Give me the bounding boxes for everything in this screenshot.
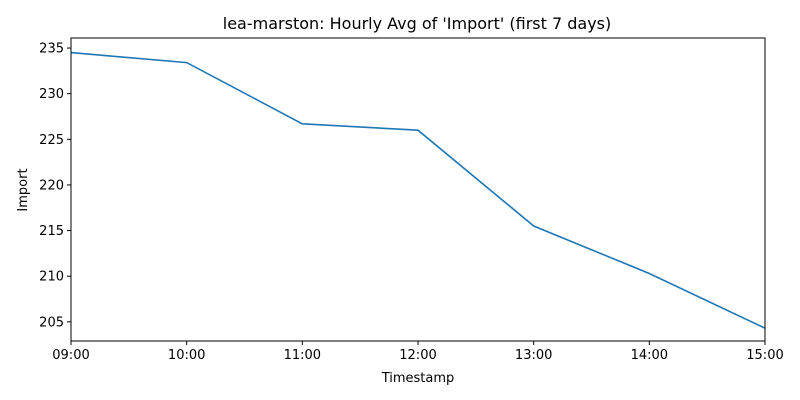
y-tick-label: 215 bbox=[39, 224, 64, 239]
x-tick-label: 12:00 bbox=[399, 348, 436, 363]
chart-title: lea-marston: Hourly Avg of 'Import' (fir… bbox=[223, 14, 611, 33]
y-tick-label: 220 bbox=[39, 178, 64, 193]
y-tick-label: 235 bbox=[39, 42, 64, 57]
y-tick-label: 230 bbox=[39, 87, 64, 102]
x-tick-label: 14:00 bbox=[631, 348, 668, 363]
series-line-0 bbox=[70, 51, 766, 329]
x-tick-label: 15:00 bbox=[746, 348, 783, 363]
plot-area bbox=[70, 51, 766, 329]
plot-frame bbox=[70, 37, 766, 342]
y-tick-label: 205 bbox=[39, 315, 64, 330]
x-tick-label: 10:00 bbox=[168, 348, 205, 363]
y-axis: 205 210 215 220 225 230 235 bbox=[39, 42, 71, 330]
y-axis-label: Import bbox=[16, 168, 31, 211]
x-tick-label: 09:00 bbox=[52, 348, 89, 363]
x-tick-label: 13:00 bbox=[515, 348, 552, 363]
y-tick-label: 225 bbox=[39, 133, 64, 148]
x-axis: 09:00 10:00 11:00 12:00 13:00 14:00 15:00 bbox=[52, 341, 784, 363]
x-tick-label: 11:00 bbox=[284, 348, 321, 363]
y-tick-label: 210 bbox=[39, 270, 64, 285]
x-axis-label: Timestamp bbox=[381, 371, 455, 386]
